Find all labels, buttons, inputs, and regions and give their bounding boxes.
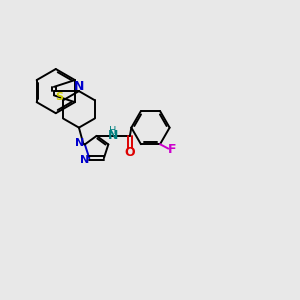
Text: F: F bbox=[168, 143, 176, 156]
Text: N: N bbox=[75, 138, 85, 148]
Text: N: N bbox=[74, 80, 84, 93]
Text: O: O bbox=[124, 146, 135, 159]
Text: N: N bbox=[80, 155, 89, 165]
Text: H: H bbox=[109, 126, 116, 136]
Text: S: S bbox=[55, 92, 63, 102]
Text: N: N bbox=[108, 129, 118, 142]
